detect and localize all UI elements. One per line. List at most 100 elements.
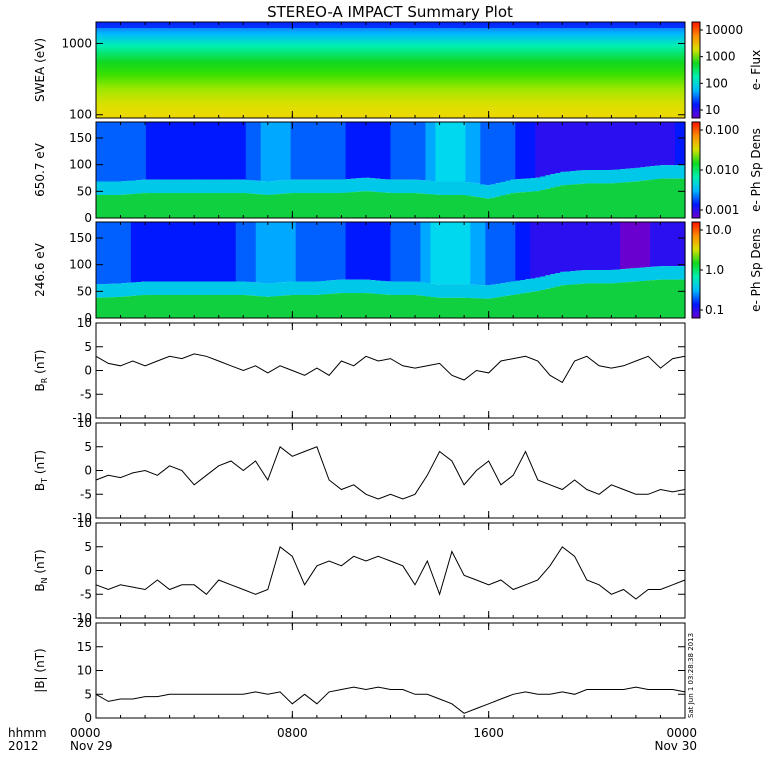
spectrogram-column [435,122,442,182]
spectrogram-column [465,222,471,285]
spectrogram-column [390,222,397,282]
spectrogram-column [390,193,397,218]
spectrogram-column [675,222,681,267]
spectrogram-column [280,180,287,194]
spectrogram-column [560,171,566,186]
spectrogram-column [205,222,212,282]
spectrogram-column [625,282,631,318]
spectrogram-column [270,222,277,284]
spectrogram-column [475,183,481,198]
spectrogram-column [590,183,596,218]
spectrogram-column [485,285,491,299]
spectrogram-column [490,298,496,318]
colorbar-label: e- Ph Sp Dens [749,128,763,212]
spectrogram-column [665,266,671,280]
spectrogram-column [510,281,516,296]
spectrogram-column [585,222,591,270]
spectrogram-column [570,171,576,185]
spectrogram-column [115,181,122,195]
spectrogram-column [170,122,177,180]
spectrogram-column [230,222,237,282]
spectrogram-column [355,178,362,192]
spectrogram-column [135,193,142,218]
spectrogram-column [175,281,182,295]
spectrogram-column [540,276,546,290]
spectrogram-column [590,283,596,318]
spectrogram-column [470,298,476,318]
y-tick-label: 15 [77,640,92,654]
spectrogram-column [100,122,107,182]
spectrogram-column [265,194,272,218]
spectrogram-column [120,283,127,297]
spectrogram-column [310,193,317,218]
spectrogram-column [215,222,222,282]
spectrogram-column [390,179,397,194]
spectrogram-column [655,165,661,179]
spectrogram-column [510,222,516,282]
spectrogram-column [665,222,671,267]
spectrogram-column [105,194,112,218]
spectrogram-column [595,170,601,184]
spectrogram-column [585,283,591,318]
spectrogram-column [575,170,581,185]
spectrogram-column [625,168,631,183]
spectrogram-column [420,295,427,318]
spectrogram-column [645,222,651,268]
spectrogram-column [125,296,132,318]
spectrogram-column [675,165,681,179]
spectrogram-column [235,222,242,282]
spectrogram-column [110,122,117,182]
spectrogram-column [145,222,152,282]
spectrogram-column [130,295,137,318]
spectrogram-column [175,294,182,318]
spectrogram-column [655,279,661,318]
spectrogram-column [530,178,536,192]
y-tick-label: 20 [77,616,92,630]
spectrogram-column [160,294,167,318]
spectrogram-column [140,281,147,296]
spectrogram-column [120,122,127,182]
spectrogram-column [525,292,531,318]
spectrogram-column [140,222,147,282]
spectrogram-column [480,222,486,286]
spectrogram-column [325,193,332,218]
spectrogram-column [240,122,247,180]
spectrogram-column [110,283,117,298]
spectrogram-column [680,122,686,166]
spectrogram-column [445,222,451,285]
spectrogram-column [520,178,526,193]
spectrogram-column [115,296,122,318]
spectrogram-column [610,222,616,270]
spectrogram-column [550,174,556,188]
time-tick-label: 0000 [666,726,697,740]
spectrogram-column [540,122,546,177]
spectrogram-column [105,297,112,318]
spectrogram-column [375,192,382,218]
spectrogram-column [635,122,641,168]
spectrogram-column [335,222,342,280]
spectrogram-column [105,122,112,182]
spectrogram-column [96,222,102,285]
spectrogram-column [135,222,142,283]
spectrogram-column [415,193,422,218]
spectrogram-column [275,180,282,195]
panel-frame [95,522,686,619]
spectrogram-column [440,194,447,218]
spectrogram-column [590,122,596,170]
spectrogram-column [570,184,576,218]
spectrogram-column [415,295,422,318]
spectrogram-column [120,222,127,284]
spectrogram-column [150,281,157,295]
spectrogram-column [620,122,626,170]
spectrogram-column [430,283,437,298]
spectrogram-column [185,193,192,218]
spectrogram-column [635,222,641,268]
spectrogram-column [480,122,486,185]
spectrogram-column [320,294,327,318]
spectrogram-column [650,166,656,180]
spectrogram-column [625,182,631,218]
y-tick-label: 5 [84,340,92,354]
spectrogram-column [260,122,267,182]
panel-frame [95,322,686,419]
spectrogram-column [240,179,247,194]
